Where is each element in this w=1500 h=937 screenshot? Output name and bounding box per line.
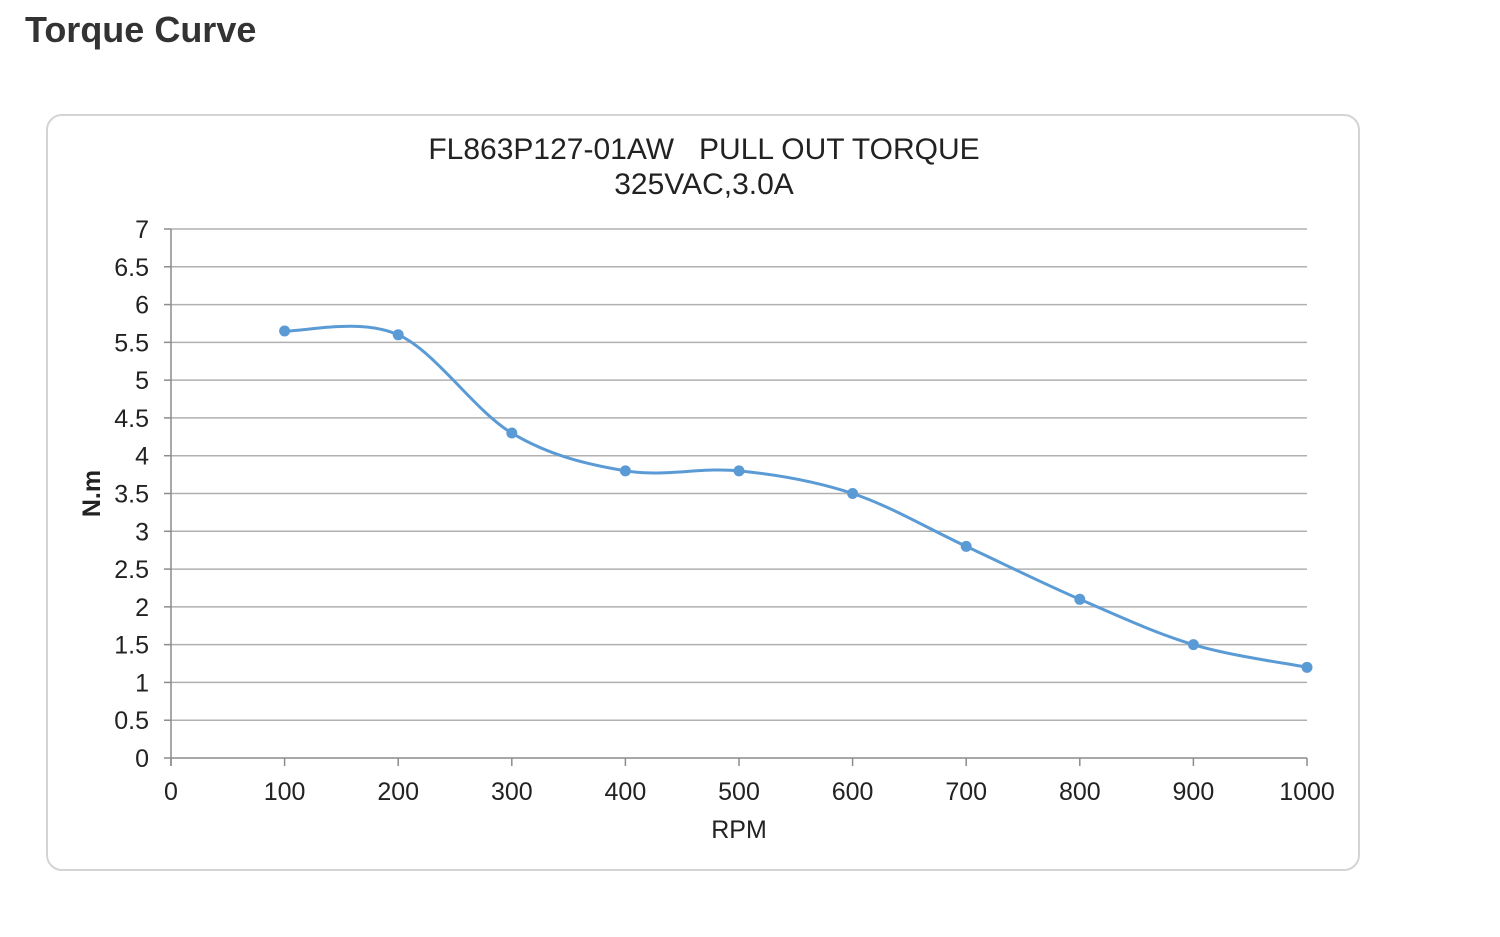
y-tick-label: 5 [135, 367, 149, 395]
x-tick-labels: 0 100 200 300 400 500 600 700 800 900 1000 [164, 778, 1335, 806]
data-point [1301, 661, 1313, 673]
data-point [1074, 593, 1086, 605]
y-tick-label: 1.5 [114, 632, 149, 660]
y-tick-label: 2.5 [114, 556, 149, 584]
series-line [284, 324, 1308, 669]
data-point [960, 540, 972, 552]
x-tick-label: 200 [377, 778, 419, 806]
y-axis-title: N.m [78, 470, 106, 517]
chart-title: FL863P127-01AW PULL OUT TORQUE325VAC,3.0… [428, 133, 979, 201]
x-tick-label: 300 [491, 778, 533, 806]
chart-frame: FL863P127-01AW PULL OUT TORQUE 325VAC,3.0… [46, 114, 1360, 871]
data-point [506, 427, 518, 439]
chart-title-line: 325VAC,3.0A [614, 168, 794, 201]
data-point [279, 325, 291, 337]
data-point [619, 465, 631, 477]
page-heading: Torque Curve [25, 9, 257, 50]
x-tick-label: 100 [264, 778, 306, 806]
y-tick-label: 4 [135, 443, 149, 471]
x-tick-label: 800 [1059, 778, 1101, 806]
y-tick-labels: 0 0.5 1 1.5 2 2.5 3 3.5 4 4.5 5 5.5 6 6.5 7 [114, 216, 149, 773]
y-tick-label: 3.5 [114, 481, 149, 509]
torque-chart: FL863P127-01AW PULL OUT TORQUE325VAC,3.0… [78, 133, 1335, 844]
chart-title-line: FL863P127-01AW PULL OUT TORQUE [428, 133, 979, 166]
y-tick-label: 7 [135, 216, 149, 244]
axes [164, 228, 1308, 766]
data-point [847, 488, 859, 499]
y-tick-label: 1 [135, 669, 149, 697]
series-torque [284, 324, 1308, 669]
x-tick-label: 500 [718, 778, 760, 806]
data-point [1187, 639, 1199, 651]
x-tick-label: 1000 [1279, 778, 1335, 806]
y-tick-label: 4.5 [114, 405, 149, 433]
x-tick-label: 400 [605, 778, 647, 806]
y-tick-label: 6 [135, 292, 149, 320]
y-tick-label: 6.5 [114, 254, 149, 282]
axis-titles: RPM N.m [78, 470, 767, 844]
data-points [279, 325, 1313, 673]
data-point [392, 329, 404, 341]
x-axis-title: RPM [711, 816, 767, 844]
y-tick-label: 0 [135, 745, 149, 773]
x-tick-label: 900 [1173, 778, 1215, 806]
y-tick-label: 5.5 [114, 329, 149, 357]
data-point [733, 465, 745, 477]
x-tick-label: 0 [164, 778, 178, 806]
x-tick-label: 700 [945, 778, 987, 806]
y-tick-label: 2 [135, 594, 149, 622]
y-tick-label: 3 [135, 518, 149, 546]
gridlines [171, 228, 1307, 721]
y-tick-label: 0.5 [114, 707, 149, 735]
x-tick-label: 600 [832, 778, 874, 806]
